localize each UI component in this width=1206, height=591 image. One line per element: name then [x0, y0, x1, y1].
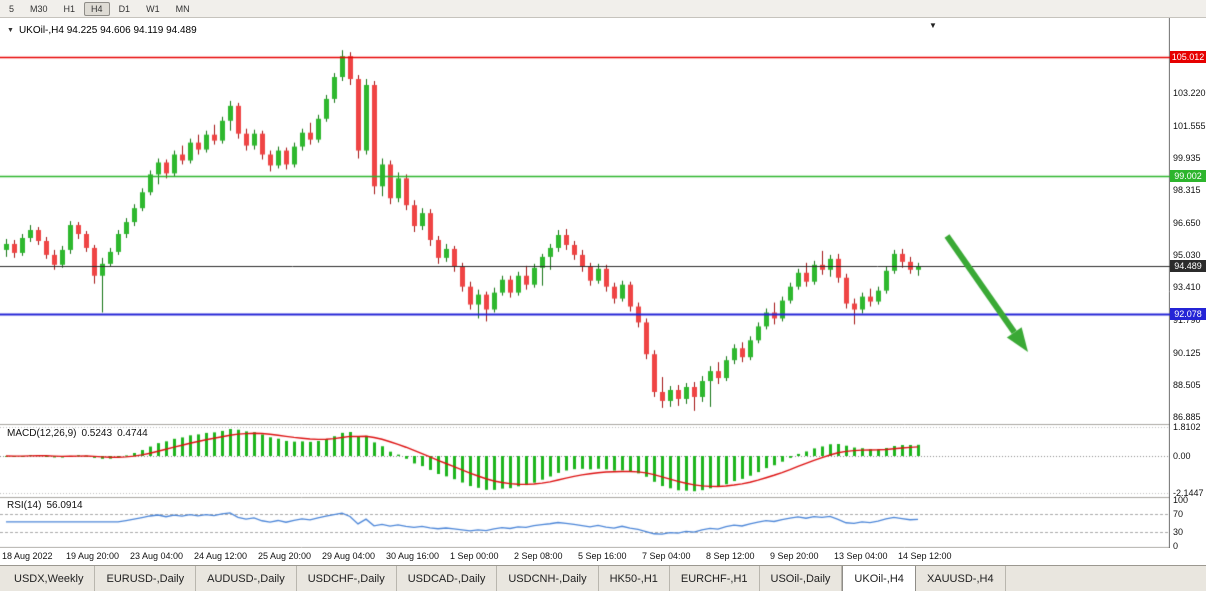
price-axis-label: 99.935 [1173, 152, 1201, 163]
macd-axis-label: 1.8102 [1173, 422, 1201, 432]
price-axis-label: 95.030 [1173, 250, 1201, 261]
price-axis-label: 101.555 [1173, 120, 1206, 131]
symbol-tab-hk50-h1[interactable]: HK50-,H1 [599, 566, 670, 591]
rsi-axis-label: 70 [1173, 508, 1184, 519]
price-axis-label: 96.650 [1173, 218, 1201, 229]
time-axis-label: 29 Aug 04:00 [322, 551, 376, 561]
time-axis-label: 23 Aug 04:00 [130, 551, 184, 561]
time-axis-label: 9 Sep 20:00 [770, 551, 819, 561]
timeframe-button-h4[interactable]: H4 [84, 1, 110, 16]
macd-axis-label: 0.00 [1173, 451, 1191, 461]
timeframe-button-mn[interactable]: MN [175, 3, 190, 14]
symbol-tab-usoil-daily[interactable]: USOil-,Daily [760, 566, 843, 591]
rsi-axis-label: 0 [1173, 541, 1179, 551]
rsi-axis-label: 100 [1173, 495, 1189, 505]
price-axis-label: 86.885 [1173, 412, 1201, 423]
price-badge: 92.078 [1170, 307, 1206, 320]
rsi-axis-label: 30 [1173, 527, 1184, 538]
price-axis-label: 90.125 [1173, 347, 1201, 358]
price-axis-label: 98.315 [1173, 185, 1201, 195]
chart-dropdown-icon[interactable]: ▼ [7, 27, 14, 34]
time-axis-label: 8 Sep 12:00 [706, 551, 755, 561]
time-axis-label: 13 Sep 04:00 [834, 551, 888, 561]
rsi-name: RSI(14) [7, 500, 42, 511]
chart-title: ▼ UKOil-,H4 94.225 94.606 94.119 94.489 [7, 25, 197, 36]
timeframe-button-5[interactable]: 5 [9, 3, 15, 14]
symbol-tab-eurchf-h1[interactable]: EURCHF-,H1 [670, 566, 760, 591]
time-axis-label: 2 Sep 08:00 [514, 551, 563, 561]
macd-axis-label: -2.1447 [1173, 487, 1204, 498]
time-axis-label: 19 Aug 20:00 [66, 551, 120, 561]
time-axis-label: 24 Aug 12:00 [194, 551, 248, 561]
chart-title-text: UKOil-,H4 94.225 94.606 94.119 94.489 [18, 25, 197, 36]
timeframe-button-h1[interactable]: H1 [63, 3, 76, 14]
rsi-value: 56.0914 [46, 500, 83, 511]
timeframe-button-d1[interactable]: D1 [118, 3, 131, 14]
price-badge: 105.012 [1170, 50, 1206, 63]
time-axis-label: 25 Aug 20:00 [258, 551, 312, 561]
price-badge: 94.489 [1170, 260, 1206, 273]
symbol-tab-eurusd-daily[interactable]: EURUSD-,Daily [95, 566, 197, 591]
symbol-tab-audusd-daily[interactable]: AUDUSD-,Daily [196, 566, 297, 591]
symbol-tab-usdx-weekly[interactable]: USDX,Weekly [3, 566, 96, 591]
symbol-tab-usdcad-daily[interactable]: USDCAD-,Daily [397, 566, 498, 591]
time-axis-label: 18 Aug 2022 [2, 551, 53, 561]
macd-value-main: 0.5243 [81, 428, 113, 439]
symbol-tab-ukoil-h4[interactable]: UKOil-,H4 [842, 566, 916, 591]
time-axis-label: 30 Aug 16:00 [386, 551, 440, 561]
price-badge: 99.002 [1170, 170, 1206, 183]
time-axis-label: 14 Sep 12:00 [898, 551, 952, 561]
time-axis-label: 7 Sep 04:00 [642, 551, 691, 561]
time-axis-label: 5 Sep 16:00 [578, 551, 627, 561]
chart-shift-icon[interactable]: ▼ [929, 21, 937, 30]
timeframe-button-w1[interactable]: W1 [146, 3, 160, 14]
timeframe-button-m30[interactable]: M30 [30, 3, 48, 14]
macd-indicator-label: MACD(12,26,9) 0.5243 0.4744 [7, 428, 153, 439]
timeframe-toolbar: 5 M30 H1 H4 D1 W1 MN [0, 0, 1206, 18]
rsi-indicator-label: RSI(14) 56.0914 [7, 500, 88, 511]
symbol-tab-usdchf-daily[interactable]: USDCHF-,Daily [297, 566, 397, 591]
time-axis-label: 1 Sep 00:00 [450, 551, 499, 561]
price-axis-label: 93.410 [1173, 282, 1201, 293]
macd-name: MACD(12,26,9) [7, 428, 77, 439]
price-axis[interactable]: 104.885103.220101.55599.93598.31596.6509… [1170, 18, 1206, 565]
symbol-tab-xauusd-h4[interactable]: XAUUSD-,H4 [916, 566, 1006, 591]
price-axis-label: 88.505 [1173, 379, 1201, 390]
price-axis-label: 103.220 [1173, 87, 1206, 98]
chart-tabs-bar: USDX,Weekly EURUSD-,Daily AUDUSD-,Daily USD… [0, 565, 1206, 591]
macd-value-signal: 0.4744 [117, 428, 148, 439]
symbol-tab-usdcnh-daily[interactable]: USDCNH-,Daily [497, 566, 599, 591]
time-axis[interactable]: 18 Aug 2022 19 Aug 20:00 23 Aug 04:00 24 Au… [0, 548, 1170, 565]
